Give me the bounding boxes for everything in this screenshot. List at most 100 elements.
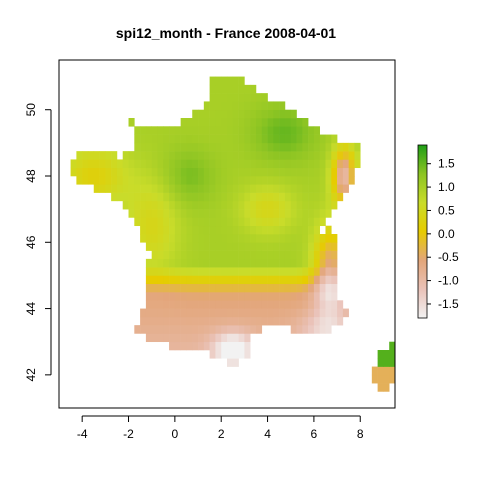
raster-cell xyxy=(261,184,268,193)
raster-cell xyxy=(238,250,245,260)
raster-cell xyxy=(267,176,274,185)
raster-cell xyxy=(255,275,263,285)
raster-cell xyxy=(186,151,193,160)
raster-cell xyxy=(232,358,239,367)
raster-cell xyxy=(227,118,234,127)
raster-cell xyxy=(163,242,170,251)
raster-cell xyxy=(261,126,268,135)
raster-cell xyxy=(221,316,228,326)
y-tick-label: 42 xyxy=(24,368,38,382)
raster-cell xyxy=(174,242,181,251)
raster-cell xyxy=(232,184,239,193)
raster-cell xyxy=(186,192,193,202)
raster-cell xyxy=(174,151,181,160)
raster-cell xyxy=(174,292,181,301)
raster-cell xyxy=(273,267,280,276)
raster-cell xyxy=(250,258,257,268)
raster-cell xyxy=(215,333,222,343)
raster-cell xyxy=(244,142,251,152)
raster-cell xyxy=(238,159,245,169)
raster-cell xyxy=(354,151,361,160)
raster-cell xyxy=(169,242,176,251)
raster-cell xyxy=(302,126,309,135)
raster-cell xyxy=(151,292,158,301)
raster-cell xyxy=(174,142,181,152)
raster-cell xyxy=(389,366,396,376)
raster-cell xyxy=(163,250,170,260)
raster-cell xyxy=(319,167,326,177)
raster-cell xyxy=(238,118,245,127)
raster-cell xyxy=(174,234,181,243)
raster-cell xyxy=(255,134,263,144)
raster-cell xyxy=(337,142,344,152)
raster-cell xyxy=(284,126,292,135)
raster-cell xyxy=(273,225,280,235)
raster-cell xyxy=(215,308,222,318)
raster-cell xyxy=(284,225,292,235)
raster-cell xyxy=(261,275,268,285)
raster-cell xyxy=(169,283,176,293)
raster-cell xyxy=(145,151,152,160)
raster-cell xyxy=(151,167,158,177)
x-tick-label: 6 xyxy=(311,427,318,441)
raster-cell xyxy=(284,151,292,160)
raster-cell xyxy=(198,200,205,210)
legend-tick-label: 1.0 xyxy=(438,180,455,194)
raster-cell xyxy=(186,234,193,243)
x-tick-label: 0 xyxy=(172,427,179,441)
raster-cell xyxy=(255,93,263,102)
raster-cell xyxy=(215,267,222,276)
raster-cell xyxy=(273,300,280,309)
raster-cell xyxy=(290,292,297,301)
raster-cell xyxy=(325,267,332,276)
raster-cell xyxy=(140,225,147,235)
raster-cell xyxy=(284,209,292,218)
raster-cell xyxy=(221,109,228,119)
raster-cell xyxy=(313,134,320,144)
raster-cell xyxy=(284,134,292,144)
raster-cell xyxy=(140,316,147,326)
raster-cell xyxy=(238,283,245,293)
raster-cell xyxy=(221,200,228,210)
raster-cell xyxy=(163,308,170,318)
raster-cell xyxy=(232,300,239,309)
raster-cell xyxy=(169,209,176,218)
raster-cell xyxy=(250,167,257,177)
raster-cell xyxy=(371,374,378,384)
raster-cell xyxy=(267,275,274,285)
raster-cell xyxy=(174,184,181,193)
raster-cell xyxy=(227,176,234,185)
raster-cell xyxy=(192,126,199,135)
raster-cell xyxy=(157,250,164,260)
raster-cell xyxy=(313,200,320,210)
raster-cell xyxy=(261,234,268,243)
raster-cell xyxy=(308,126,315,135)
raster-cell xyxy=(163,283,170,293)
raster-cell xyxy=(163,200,170,210)
raster-cell xyxy=(331,267,338,276)
raster-cell xyxy=(261,209,268,218)
raster-cell xyxy=(140,217,147,227)
raster-cell xyxy=(313,292,320,301)
raster-cell xyxy=(255,316,263,326)
raster-cell xyxy=(128,184,135,193)
raster-cell xyxy=(122,192,129,202)
raster-cell xyxy=(302,209,309,218)
raster-cell xyxy=(232,159,239,169)
raster-cell xyxy=(221,151,228,160)
raster-cell xyxy=(215,176,222,185)
raster-cell xyxy=(290,283,297,293)
raster-cell xyxy=(308,176,315,185)
raster-cell xyxy=(325,258,332,268)
raster-cell xyxy=(198,292,205,301)
raster-cell xyxy=(169,341,176,351)
raster-cell xyxy=(215,109,222,119)
raster-cell xyxy=(389,350,396,359)
raster-cell xyxy=(250,275,257,285)
raster-cell xyxy=(221,234,228,243)
raster-cell xyxy=(174,325,181,334)
raster-cell xyxy=(151,192,158,202)
raster-cell xyxy=(261,142,268,152)
raster-cell xyxy=(209,300,216,309)
raster-cell xyxy=(105,167,112,177)
